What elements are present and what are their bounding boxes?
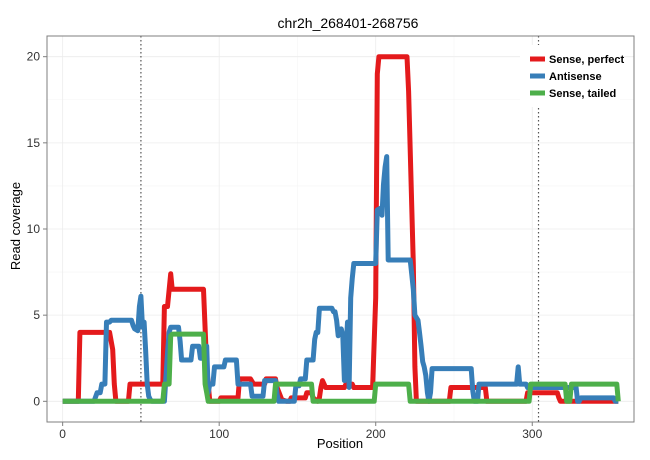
y-tick-label: 15: [27, 136, 41, 150]
series-layer: [62, 54, 621, 404]
y-tick-label: 0: [33, 394, 40, 408]
y-tick-label: 10: [27, 222, 41, 236]
y-tick-label: 5: [33, 308, 40, 322]
x-axis-title: Position: [317, 436, 363, 451]
y-tick-label: 20: [27, 50, 41, 64]
x-tick-label: 300: [522, 427, 542, 441]
series-line-sense-perfect: [62, 54, 619, 404]
chart-title: chr2h_268401-268756: [278, 15, 419, 31]
legend: Sense, perfect Antisense Sense, tailed: [520, 45, 625, 107]
legend-label: Antisense: [549, 71, 602, 83]
axis-ticks: 0 100 200 300 0 5 10 15 20: [27, 50, 543, 441]
series-line-sense-tailed: [62, 331, 621, 404]
legend-label: Sense, tailed: [549, 88, 616, 100]
x-tick-label: 0: [59, 427, 66, 441]
x-tick-label: 100: [209, 427, 229, 441]
y-axis-title: Read coverage: [8, 182, 23, 270]
legend-label: Sense, perfect: [549, 54, 625, 66]
x-tick-label: 200: [366, 427, 386, 441]
